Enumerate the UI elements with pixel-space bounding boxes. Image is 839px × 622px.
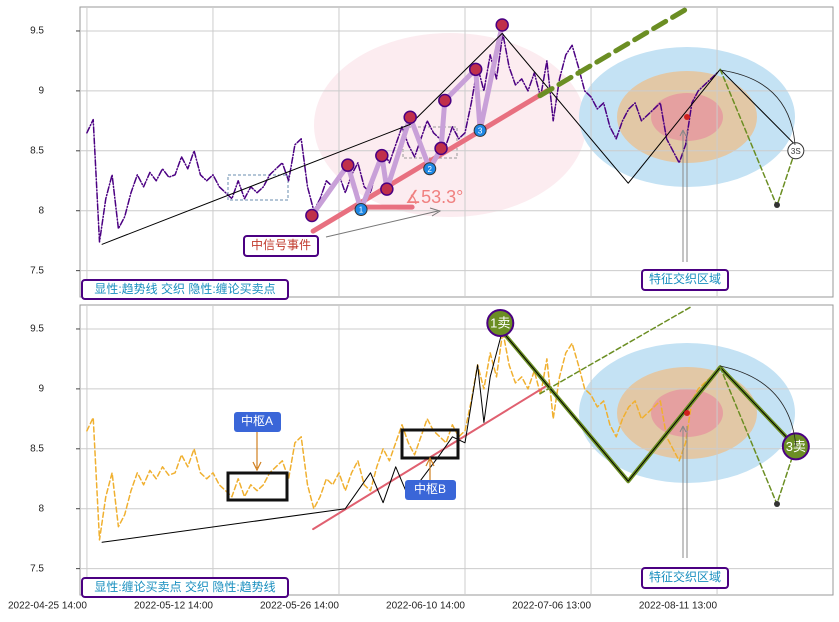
y-tick-label: 9 <box>38 384 44 395</box>
x-tick-label: 2022-07-06 13:00 <box>512 601 591 612</box>
y-tick-label: 9.5 <box>30 324 44 335</box>
annotation: 中枢A <box>241 413 273 428</box>
signal-marker <box>380 182 394 196</box>
signal-marker <box>341 158 355 172</box>
signal-marker <box>468 62 483 77</box>
x-tick-label: 2022-05-26 14:00 <box>260 601 339 612</box>
y-tick-label: 9 <box>38 86 44 97</box>
arrow <box>679 129 688 262</box>
annotation: 特征交织区域 <box>649 271 721 286</box>
arrow <box>679 425 688 558</box>
arc <box>719 365 797 448</box>
background-layer: 7.5 8 8.5 9 9.5 7.5 8 8.5 9 9.5 2022-04-25 14:00 20… <box>8 6 834 612</box>
caption: 显性:缠论买卖点 交织 隐性:趋势线 <box>94 579 275 594</box>
point-label: 1 <box>359 206 364 215</box>
y-tick-label: 7.5 <box>30 265 44 276</box>
zone-center <box>684 410 690 416</box>
x-tick-label: 2022-04-25 14:00 <box>8 601 87 612</box>
series-line <box>539 306 691 395</box>
buy-point <box>423 162 437 176</box>
x-tick-label: 2022-06-10 14:00 <box>386 601 465 612</box>
arrow <box>252 432 262 472</box>
arrow <box>325 207 442 238</box>
series-line <box>310 88 550 234</box>
y-tick-label: 8.5 <box>30 443 44 454</box>
buy-point <box>473 123 487 137</box>
point-label: 1卖 <box>490 315 510 330</box>
signal-marker <box>495 18 509 32</box>
annotation-box <box>243 235 319 257</box>
hub-box <box>227 174 289 201</box>
annotation-box <box>81 577 289 598</box>
overlay-layer: ∡53.3° 中信号事件 特征交织区域 显性:趋势线 交织 隐性:缠论买卖点 中… <box>81 69 797 598</box>
series-line <box>86 32 718 243</box>
arc <box>719 69 796 146</box>
series-line <box>309 22 505 218</box>
zone-center <box>684 114 690 120</box>
sell-point <box>787 142 805 160</box>
annotation: 特征交织区域 <box>649 569 721 584</box>
signal-marker <box>438 93 452 108</box>
annotation-box <box>641 567 729 589</box>
x-tick-label: 2022-05-12 14:00 <box>134 601 213 612</box>
annotation-box <box>234 412 281 432</box>
y-tick-label: 9.5 <box>30 26 44 37</box>
y-tick-label: 8.5 <box>30 145 44 156</box>
series-line <box>101 32 796 245</box>
angle-label: ∡53.3° <box>405 187 463 207</box>
signal-marker <box>434 141 448 156</box>
y-tick-label: 7.5 <box>30 563 44 574</box>
dot <box>774 501 780 507</box>
point-label: 2 <box>427 165 432 174</box>
series-line <box>86 330 718 541</box>
x-tick-label: 2022-08-11 13:00 <box>639 601 718 612</box>
signal-marker <box>375 148 389 163</box>
caption: 显性:趋势线 交织 隐性:缠论买卖点 <box>94 281 275 296</box>
point-label: 3S <box>791 147 801 156</box>
signal-marker <box>305 208 319 223</box>
point-label: 3 <box>478 127 483 136</box>
buy-point <box>354 203 368 217</box>
hub-box <box>226 471 289 502</box>
annotation: 中信号事件 <box>251 237 311 252</box>
annotation-box <box>641 269 729 291</box>
arrow <box>425 456 435 480</box>
series-line <box>537 4 693 99</box>
dot <box>774 202 780 208</box>
y-tick-label: 8 <box>38 503 44 514</box>
annotation: 中枢B <box>414 481 446 496</box>
sell-point <box>486 308 515 337</box>
signal-marker <box>403 110 417 124</box>
annotation-box <box>405 480 456 500</box>
annotation-box <box>81 279 289 300</box>
y-tick-label: 8 <box>38 205 44 216</box>
